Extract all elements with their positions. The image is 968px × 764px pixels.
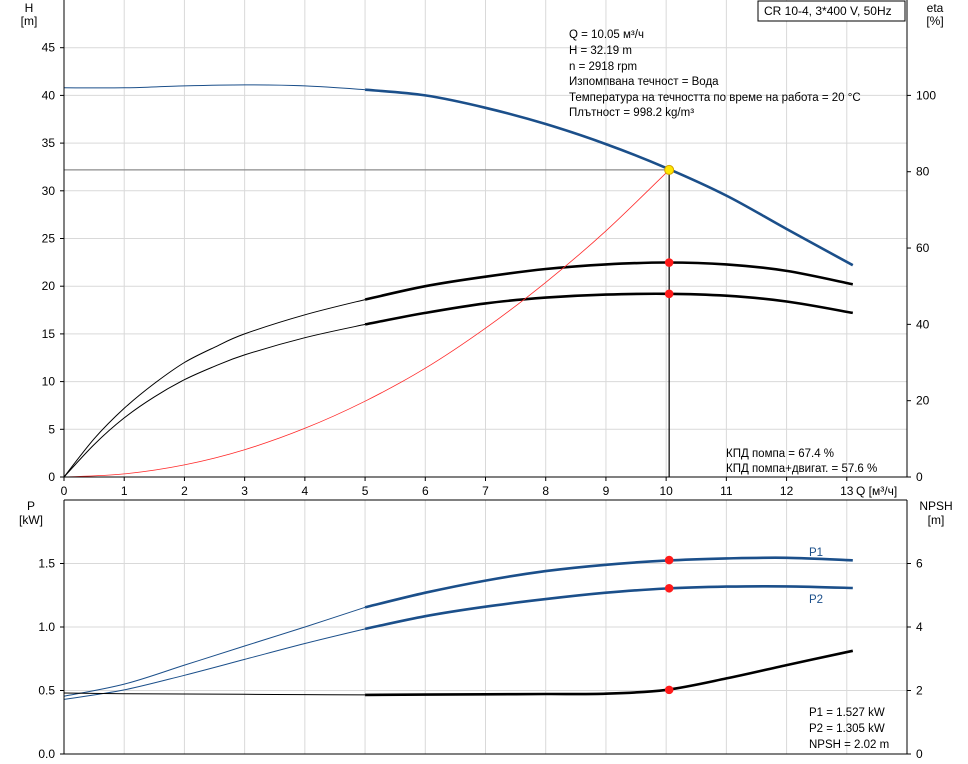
curve-H-thick — [364, 88, 854, 267]
p-tick-label: 0.5 — [38, 684, 55, 698]
p-tick-label: 1.0 — [38, 620, 55, 634]
efficiency-info: КПД помпа = 67.4 % КПД помпа+двигат. = 5… — [726, 448, 877, 475]
h-tick-label: 20 — [42, 279, 56, 293]
model-label: CR 10-4, 3*400 V, 50Hz — [764, 4, 892, 18]
p2-curve-label: P2 — [809, 594, 823, 606]
x-tick-label: 4 — [302, 484, 309, 498]
npsh-tick-label: 4 — [916, 620, 923, 634]
x-tick-label: 1 — [121, 484, 128, 498]
info-temperature: Температура на течността по време на раб… — [569, 92, 861, 104]
eta-tick-label: 0 — [916, 470, 923, 484]
x-tick-label: 7 — [482, 484, 489, 498]
h-tick-label: 35 — [42, 136, 56, 150]
h-tick-label: 25 — [42, 232, 56, 246]
h-tick-label: 5 — [48, 422, 55, 436]
info-density: Плътност = 998.2 kg/m³ — [569, 107, 694, 119]
marker-eta_pump — [664, 258, 674, 267]
p-tick-label: 1.5 — [38, 557, 55, 571]
eta-tick-label: 80 — [916, 165, 930, 179]
eta-axis-unit: [%] — [926, 14, 943, 28]
p-axis-label: P — [27, 499, 35, 513]
npsh-tick-label: 2 — [916, 684, 923, 698]
info-eta-total: КПД помпа+двигат. = 57.6 % — [726, 463, 877, 475]
performance-panel: 0 1 2 3 4 5 6 7 8 9 10 11 12 130510152025303540450204… — [21, 0, 944, 498]
x-tick-label: 3 — [241, 484, 248, 498]
h-tick-label: 15 — [42, 327, 56, 341]
x-tick-label: 0 — [61, 484, 68, 498]
curve-NPSH-thin — [63, 692, 366, 696]
value-p1: P1 = 1.527 kW — [809, 707, 885, 719]
performance-series — [63, 84, 854, 478]
eta-axis-label: eta — [927, 1, 944, 15]
curve-eta_pump-thick — [364, 261, 854, 301]
marker-P1 — [664, 555, 674, 565]
power-ticks: 0.0 0.5 1.0 1.5 0 2 4 6 — [38, 557, 923, 762]
info-eta-pump: КПД помпа = 67.4 % — [726, 448, 834, 460]
curve-eta_total-thin — [63, 323, 366, 478]
curve-eta_total-thick — [364, 292, 854, 326]
x-tick-label: 8 — [542, 484, 549, 498]
curve-P1-thin — [63, 606, 366, 697]
operating-info: Q = 10.05 м³/ч H = 32.19 m n = 2918 rpm … — [569, 29, 861, 119]
x-tick-label: 5 — [362, 484, 369, 498]
marker-H — [664, 164, 675, 175]
h-axis-label: H — [25, 1, 34, 15]
info-liquid: Изпомпвана течност = Вода — [569, 76, 719, 88]
curve-NPSH-thick — [365, 649, 854, 697]
x-tick-label: 10 — [659, 484, 673, 498]
x-tick-label: 2 — [181, 484, 188, 498]
curve-eta_pump-thin — [63, 299, 366, 478]
h-axis-unit: [m] — [21, 14, 38, 28]
h-tick-label: 40 — [42, 88, 56, 102]
h-tick-label: 0 — [48, 470, 55, 484]
curve-system_curve-thin — [63, 169, 670, 478]
h-tick-label: 45 — [42, 41, 56, 55]
p1-curve-label: P1 — [809, 547, 823, 559]
power-npsh-panel: 0.0 0.5 1.0 1.5 0 2 4 6 P [kW] NPSH [m] P1 P2 P… — [19, 499, 953, 761]
h-tick-label: 10 — [42, 375, 56, 389]
p-axis-unit: [kW] — [19, 513, 43, 527]
curve-P2-thin — [63, 628, 366, 700]
marker-eta_total — [664, 289, 674, 299]
x-tick-label: 6 — [422, 484, 429, 498]
eta-tick-label: 20 — [916, 394, 930, 408]
x-tick-label: 11 — [720, 484, 733, 498]
q-axis-label: Q [м³/ч] — [856, 484, 897, 498]
p-tick-label: 0.0 — [38, 747, 55, 761]
info-speed: n = 2918 rpm — [569, 61, 637, 73]
npsh-axis-unit: [m] — [928, 513, 945, 527]
npsh-axis-label: NPSH — [919, 499, 952, 513]
eta-tick-label: 100 — [916, 88, 936, 102]
value-p2: P2 = 1.305 kW — [809, 723, 885, 735]
power-series — [63, 555, 854, 700]
h-tick-label: 30 — [42, 184, 56, 198]
info-head: H = 32.19 m — [569, 45, 632, 57]
npsh-tick-label: 0 — [916, 747, 923, 761]
x-tick-label: 12 — [780, 484, 794, 498]
performance-ticks: 0 1 2 3 4 5 6 7 8 9 10 11 12 130510152025303540450204… — [42, 41, 937, 498]
power-values: P1 = 1.527 kW P2 = 1.305 kW NPSH = 2.02 … — [809, 707, 889, 751]
npsh-tick-label: 6 — [916, 557, 923, 571]
marker-NPSH — [664, 685, 674, 695]
x-tick-label: 13 — [840, 484, 854, 498]
eta-tick-label: 60 — [916, 241, 930, 255]
curve-P1-thick — [364, 556, 853, 609]
eta-tick-label: 40 — [916, 317, 930, 331]
curve-H-thin — [63, 84, 366, 91]
marker-P2 — [664, 583, 674, 593]
info-flow: Q = 10.05 м³/ч — [569, 29, 644, 41]
x-tick-label: 9 — [603, 484, 610, 498]
performance-grid — [64, 0, 907, 477]
curve-P2-thick — [364, 584, 853, 631]
value-npsh: NPSH = 2.02 m — [809, 739, 889, 751]
model-box — [757, 0, 906, 22]
